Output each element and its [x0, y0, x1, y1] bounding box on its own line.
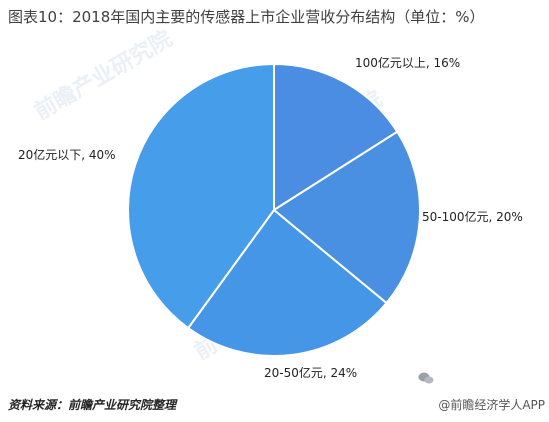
pie-slice-2	[272, 130, 421, 305]
source-note: 资料来源：前瞻产业研究院整理	[8, 398, 177, 412]
pie-slice-label: 100亿元以上, 16%	[355, 55, 460, 70]
pie-slice-label: 20亿元以下, 40%	[18, 147, 116, 162]
chart-title: 图表10：2018年国内主要的传感器上市企业营收分布结构（单位：%）	[8, 8, 485, 26]
pie-slice-label: 50-100亿元, 20%	[422, 209, 523, 224]
wechat-icon	[418, 372, 434, 384]
pie-slices	[126, 62, 421, 357]
brand-footer: @前瞻经济学人APP	[438, 398, 545, 412]
pie-slice-4	[126, 62, 275, 330]
pie-labels: 100亿元以上, 16% 50-100亿元, 20% 20-50亿元, 24% 20亿…	[18, 55, 523, 380]
watermark-text: 前瞻产业研究院	[30, 26, 176, 126]
pie-slice-3	[186, 208, 388, 357]
pie-slice-label: 20-50亿元, 24%	[264, 365, 357, 380]
pie-slice-1	[273, 62, 399, 212]
